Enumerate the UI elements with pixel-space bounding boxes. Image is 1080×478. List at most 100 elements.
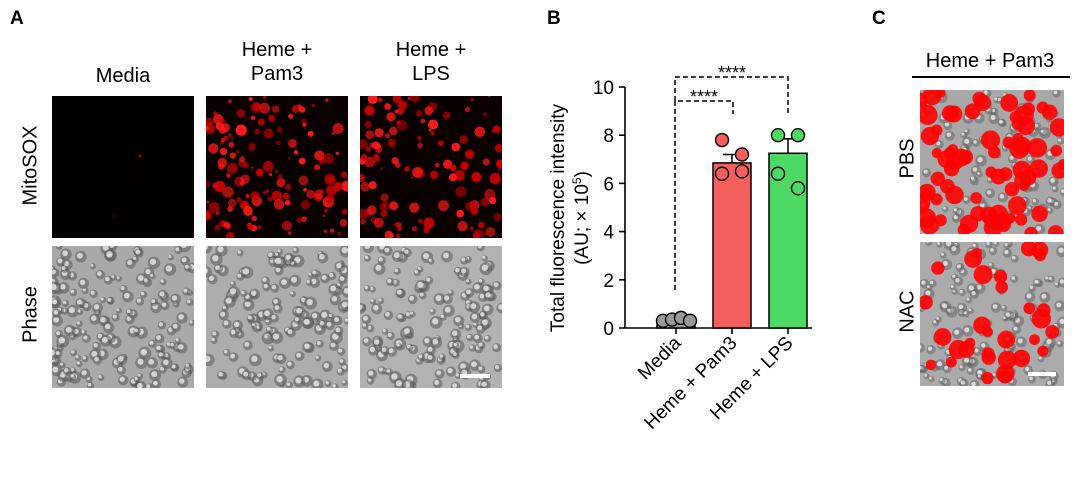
- phase-cell-halo: [480, 312, 485, 317]
- phase-cell-halo: [946, 132, 952, 137]
- phase-cell-halo: [1011, 276, 1016, 280]
- red-overlay-cell: [1013, 136, 1031, 155]
- mitosox-image-media: [52, 96, 194, 238]
- red-overlay-cell: [970, 192, 983, 204]
- phase-cell-halo: [1047, 380, 1052, 386]
- red-overlay-cell: [1051, 162, 1064, 179]
- fluorescent-cell: [248, 143, 256, 151]
- phase-cell-halo: [378, 257, 383, 262]
- phase-cell-halo: [76, 252, 83, 259]
- phase-cell-halo: [382, 329, 386, 333]
- fluorescent-cell: [448, 173, 457, 182]
- fluorescent-cell: [227, 163, 238, 174]
- phase-cell-halo: [106, 251, 113, 258]
- fluorescent-cell: [307, 130, 314, 137]
- phase-cell-halo: [477, 246, 482, 249]
- fluorescent-cell: [339, 219, 348, 227]
- phase-cell-halo: [156, 335, 162, 340]
- phase-cell-halo: [296, 352, 302, 358]
- fluorescent-cell: [300, 118, 307, 124]
- fluorescent-cell: [206, 122, 216, 134]
- phase-cell-halo: [493, 282, 499, 287]
- phase-cell-halo: [87, 382, 92, 387]
- overlay-image-nac: [920, 242, 1064, 386]
- phase-cell-halo: [391, 373, 398, 380]
- phase-cell-halo: [448, 290, 452, 294]
- phase-cell-halo: [76, 321, 81, 325]
- phase-cell-halo: [466, 289, 471, 295]
- phase-cell-halo: [233, 321, 240, 328]
- pbs-overlay-cells: [920, 90, 1064, 234]
- phase-cell-halo: [451, 330, 458, 336]
- phase-cell-halo: [178, 344, 184, 350]
- phase-cell-halo: [212, 331, 217, 336]
- fluorescent-cell: [424, 106, 434, 116]
- phase-cell-halo: [247, 315, 252, 320]
- fluorescent-cell: [245, 194, 250, 199]
- phase-cell-halo: [1011, 255, 1016, 260]
- fluorescent-cell: [251, 215, 258, 222]
- fluorescent-cell: [250, 166, 254, 169]
- panel-c-letter: C: [872, 8, 886, 29]
- phase-cell-halo: [1047, 208, 1051, 212]
- data-point: [770, 166, 786, 181]
- phase-cell-halo: [950, 285, 954, 288]
- fluorescent-cell: [478, 221, 485, 229]
- y-tick-label: 10: [593, 78, 614, 99]
- phase-cell-halo: [218, 372, 223, 377]
- phase-cell-halo: [59, 283, 66, 290]
- phase-cell-halo: [158, 322, 163, 327]
- phase-cell-halo: [275, 267, 281, 273]
- phase-cell-halo: [1061, 189, 1064, 193]
- phase-cell-halo: [1034, 279, 1039, 284]
- phase-cell-halo: [469, 345, 474, 349]
- phase-cell-halo: [135, 249, 141, 255]
- phase-cell-halo: [165, 265, 173, 272]
- phase-cell-halo: [97, 271, 102, 276]
- phase-cell-halo: [90, 290, 95, 295]
- phase-cell-halo: [149, 258, 157, 265]
- phase-cell-halo: [189, 320, 193, 324]
- red-overlay-cell: [920, 92, 929, 109]
- row-label-phase: Phase: [19, 286, 42, 343]
- phase-cell-halo: [1002, 316, 1006, 320]
- fluorescent-cell: [225, 231, 235, 238]
- phase-cell-halo: [936, 316, 940, 320]
- phase-cell-halo: [175, 247, 180, 252]
- phase-cell-halo: [478, 366, 483, 371]
- phase-cell-halo: [230, 329, 236, 335]
- fluorescent-cell: [340, 171, 348, 178]
- phase-cell-halo: [222, 305, 226, 310]
- fluorescent-cell: [298, 157, 306, 165]
- fluorescent-cell: [268, 114, 276, 122]
- phase-cell-halo: [243, 371, 249, 377]
- phase-cell-halo: [384, 247, 390, 253]
- mitosox-media-dots: [113, 154, 142, 217]
- fluorescent-cell: [438, 140, 444, 146]
- phase-cell-halo: [332, 384, 336, 388]
- phase-cell-halo: [951, 246, 957, 252]
- phase-cell-halo: [363, 338, 369, 343]
- fluorescent-cell: [265, 189, 270, 193]
- phase-cell-halo: [342, 365, 347, 370]
- phase-cell-halo: [91, 315, 97, 321]
- phase-cell-halo: [220, 311, 226, 317]
- phase-cell-halo: [977, 171, 981, 175]
- phase-cell-halo: [417, 281, 424, 289]
- phase-cell-halo: [945, 242, 952, 247]
- fluorescent-cell: [420, 118, 426, 124]
- fluorescent-cell: [389, 126, 398, 136]
- y-tick-label: 0: [603, 319, 614, 340]
- phase-cell-halo: [988, 262, 992, 266]
- phase-cell-halo: [337, 368, 342, 373]
- column-title-heme-pam3: Heme + Pam3: [241, 39, 313, 85]
- phase-cell-halo: [983, 90, 988, 95]
- fluorescent-cell: [473, 232, 480, 238]
- phase-cell-halo: [1001, 305, 1005, 309]
- fluorescent-cell: [367, 205, 377, 215]
- red-overlay-cell: [920, 215, 939, 234]
- phase-cell-halo: [82, 288, 86, 292]
- phase-cell-halo: [470, 303, 477, 310]
- phase-cell: [920, 364, 925, 373]
